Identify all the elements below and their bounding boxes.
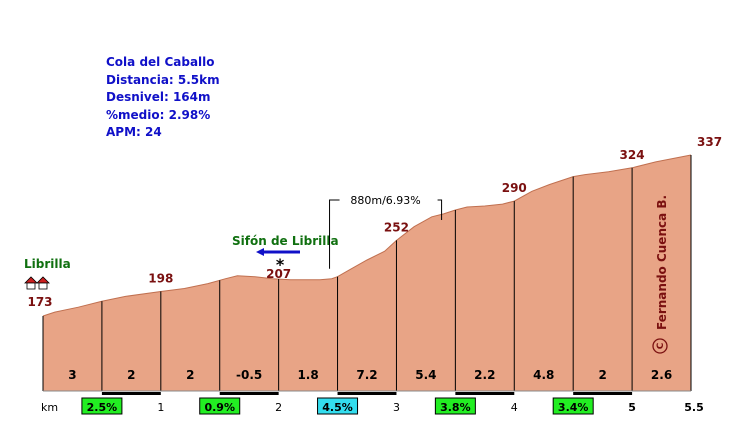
- segment-grade-label: 2: [598, 368, 606, 382]
- house-icon: [24, 276, 38, 284]
- place-marker: *: [276, 255, 285, 274]
- annotation-label: 880m/6.93%: [350, 194, 420, 207]
- segment-grade-label: 7.2: [356, 368, 377, 382]
- km-tick-label: 5: [628, 401, 636, 414]
- km-grade-box: [552, 397, 594, 415]
- segment-grade-label: 4.8: [533, 368, 554, 382]
- km-tick-label: 5.5: [684, 401, 704, 414]
- km-grade-label: 3.4%: [558, 401, 589, 414]
- elevation-label: 290: [502, 181, 527, 195]
- km-bar-0.5: [101, 392, 161, 395]
- km-bar-1.5: [219, 392, 279, 395]
- km-tick-label: 1: [157, 401, 164, 414]
- segment-grade-label: 2.2: [474, 368, 495, 382]
- route-elevation-gain: Desnivel: 164m: [106, 90, 211, 104]
- segment-grade-label: 2: [127, 368, 135, 382]
- author-credit: Fernando Cuenca B.: [655, 195, 669, 330]
- route-apm: APM: 24: [106, 125, 162, 139]
- house-icon: [36, 276, 50, 284]
- elevation-label: 337: [697, 135, 722, 149]
- annotation-bracket: [329, 199, 443, 269]
- route-distance: Distancia: 5.5km: [106, 72, 220, 87]
- x-axis-label: km: [41, 401, 58, 414]
- km-grade-box: [199, 397, 241, 415]
- elevation-label: 173: [27, 295, 52, 309]
- place-label: Sifón de Librilla: [232, 234, 339, 248]
- km-tick-label: 3: [393, 401, 400, 414]
- house-icon-body: [26, 282, 36, 290]
- km-grade-label: 3.8%: [440, 401, 471, 414]
- segment-grade-label: 2.6: [651, 368, 672, 382]
- copyright-icon: [652, 338, 668, 354]
- km-grade-label: 2.5%: [87, 401, 118, 414]
- km-grade-label: 4.5%: [322, 401, 353, 414]
- elevation-label: 207: [266, 267, 291, 281]
- elevation-label: 324: [620, 148, 645, 162]
- house-icon-body: [38, 282, 48, 290]
- profile-area: [43, 155, 691, 391]
- arrow-head-icon: [256, 248, 264, 256]
- km-tick-label: 2: [275, 401, 282, 414]
- km-bar-4.5: [573, 392, 633, 395]
- segment-grade-label: 5.4: [415, 368, 436, 382]
- km-bar-2.5: [337, 392, 397, 395]
- copyright-symbol: C: [656, 342, 666, 349]
- place-label: Librilla: [24, 257, 71, 271]
- elevation-label: 198: [148, 271, 173, 285]
- km-bar-3.5: [455, 392, 515, 395]
- km-tick-label: 4: [511, 401, 518, 414]
- km-grade-box: [317, 397, 359, 415]
- km-grade-box: [81, 397, 123, 415]
- route-info: Cola del Caballo Distancia: 5.5km Desniv…: [106, 54, 220, 142]
- km-grade-box: [434, 397, 476, 415]
- segment-grade-label: -0.5: [236, 368, 262, 382]
- segment-grade-label: 2: [186, 368, 194, 382]
- elevation-label: 252: [384, 220, 409, 234]
- km-grade-label: 0.9%: [204, 401, 235, 414]
- segment-grade-label: 1.8: [297, 368, 318, 382]
- route-name: Cola del Caballo: [106, 55, 215, 69]
- profile-line: [42, 154, 692, 317]
- route-average-grade: %medio: 2.98%: [106, 107, 211, 122]
- segment-grade-label: 3: [68, 368, 76, 382]
